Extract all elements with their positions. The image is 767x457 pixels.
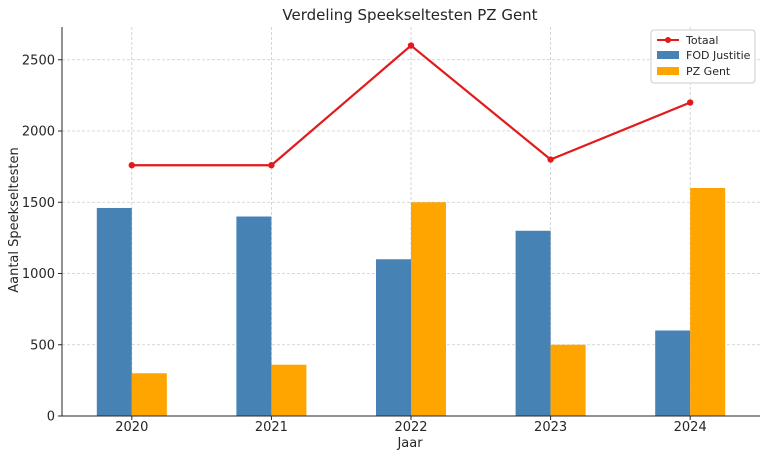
bar-pz-gent — [550, 344, 586, 416]
point-totaal — [687, 99, 694, 106]
bar-fod-justitie — [96, 207, 132, 416]
legend-label-fod-justitie: FOD Justitie — [686, 49, 751, 62]
legend-line-marker — [665, 37, 671, 43]
bar-pz-gent — [131, 373, 167, 416]
y-tick-label: 2000 — [22, 125, 55, 140]
x-tick-label: 2022 — [394, 420, 427, 435]
bar-pz-gent — [411, 202, 446, 416]
y-tick-label: 1000 — [22, 267, 55, 282]
y-tick-label: 500 — [30, 338, 55, 353]
x-tick-label: 2020 — [115, 420, 148, 435]
x-tick-label: 2023 — [534, 420, 567, 435]
point-totaal — [128, 162, 135, 169]
point-totaal — [407, 42, 415, 49]
x-tick-label: 2024 — [674, 420, 707, 435]
x-tick-label: 2021 — [255, 420, 288, 435]
bar-pz-gent — [271, 364, 307, 416]
y-tick-label: 1500 — [22, 196, 55, 211]
point-totaal — [547, 156, 554, 163]
y-axis-label: Aantal Speekseltesten — [7, 147, 22, 293]
chart-title: Verdeling Speekseltesten PZ Gent — [282, 6, 537, 24]
bars — [96, 188, 726, 416]
x-axis-label: Jaar — [396, 436, 423, 451]
legend-swatch-pz-gent — [657, 67, 679, 75]
legend-label-totaal: Totaal — [685, 34, 718, 47]
y-tick-label: 2500 — [22, 53, 55, 68]
tick-labels: 0 500 1000 1500 2000 2500 2020 2021 2022 2023 2024 — [22, 53, 707, 435]
line-series — [128, 42, 694, 169]
bar-fod-justitie — [236, 216, 272, 416]
y-tick-label: 0 — [47, 410, 55, 425]
legend-swatch-fod-justitie — [657, 51, 679, 59]
axes — [58, 27, 760, 420]
legend-label-pz-gent: PZ Gent — [686, 65, 731, 78]
bar-fod-justitie — [655, 330, 691, 416]
legend: Totaal FOD Justitie PZ Gent — [650, 29, 756, 84]
bar-pz-gent — [690, 188, 726, 416]
point-totaal — [268, 162, 275, 169]
bar-fod-justitie — [376, 259, 411, 416]
bar-fod-justitie — [515, 230, 551, 416]
